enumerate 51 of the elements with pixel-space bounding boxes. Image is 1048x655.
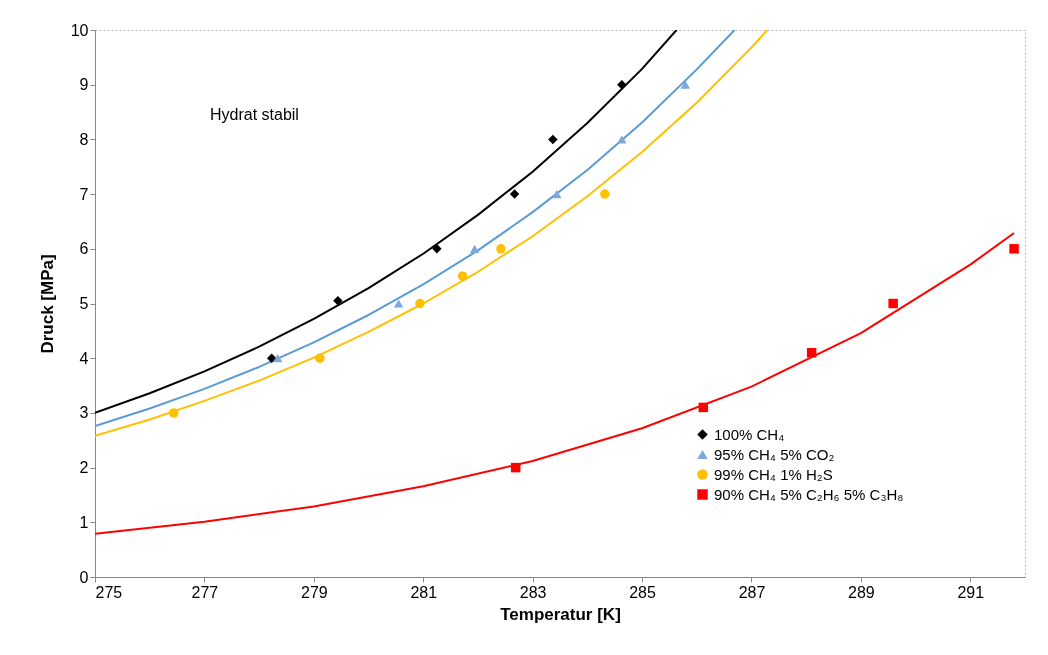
annotation: Hydrat stabil — [210, 106, 299, 123]
legend-label: 95% CH₄ 5% CO₂ — [714, 445, 835, 463]
legend-label: 99% CH₄ 1% H₂S — [714, 465, 833, 483]
point — [680, 80, 691, 89]
x-tick-label: 289 — [848, 583, 875, 601]
point — [888, 298, 898, 309]
legend-label: 100% CH₄ — [714, 425, 785, 443]
y-tick-label: 4 — [79, 349, 89, 367]
x-tick-label: 285 — [629, 583, 656, 601]
point — [272, 354, 283, 363]
x-tick-label: 281 — [410, 583, 438, 601]
point — [415, 298, 425, 309]
point — [1009, 244, 1019, 254]
point — [617, 79, 627, 90]
x-tick-label: 279 — [300, 583, 328, 601]
y-tick-label: 1 — [79, 513, 89, 531]
y-tick-label: 7 — [79, 185, 89, 203]
y-tick-label: 6 — [79, 240, 89, 258]
x-tick-label: 277 — [191, 583, 219, 601]
point — [469, 244, 480, 253]
point — [698, 402, 709, 413]
point — [266, 353, 277, 363]
x-tick-label: 287 — [738, 583, 766, 601]
point — [393, 299, 404, 308]
point — [510, 462, 521, 473]
y-axis-title: Druck [MPa] — [37, 254, 57, 354]
x-tick-label: 291 — [957, 583, 985, 601]
point — [496, 244, 506, 254]
y-tick-label: 10 — [70, 21, 89, 39]
legend-label: 90% CH₄ 5% C₂H₆ 5% C₃H₈ — [714, 485, 904, 503]
point — [548, 134, 558, 145]
point — [806, 347, 817, 358]
y-tick-label: 3 — [79, 404, 89, 422]
point — [333, 296, 343, 306]
y-tick-label: 5 — [79, 295, 89, 312]
point — [600, 189, 610, 199]
point — [457, 271, 468, 281]
y-tick-label: 0 — [79, 568, 89, 586]
y-tick-label: 9 — [79, 76, 89, 94]
point — [509, 189, 520, 199]
point — [169, 408, 179, 418]
point — [551, 189, 562, 199]
line-series — [95, 231, 1016, 535]
y-tick-label: 2 — [79, 459, 89, 477]
x-tick-label: 283 — [519, 583, 547, 601]
y-tick-label: 8 — [79, 130, 89, 148]
point — [432, 244, 442, 254]
x-axis-title: Temperatur [K] — [500, 604, 621, 624]
x-tick-label: 275 — [95, 583, 123, 601]
point — [315, 353, 325, 363]
point — [617, 135, 627, 144]
